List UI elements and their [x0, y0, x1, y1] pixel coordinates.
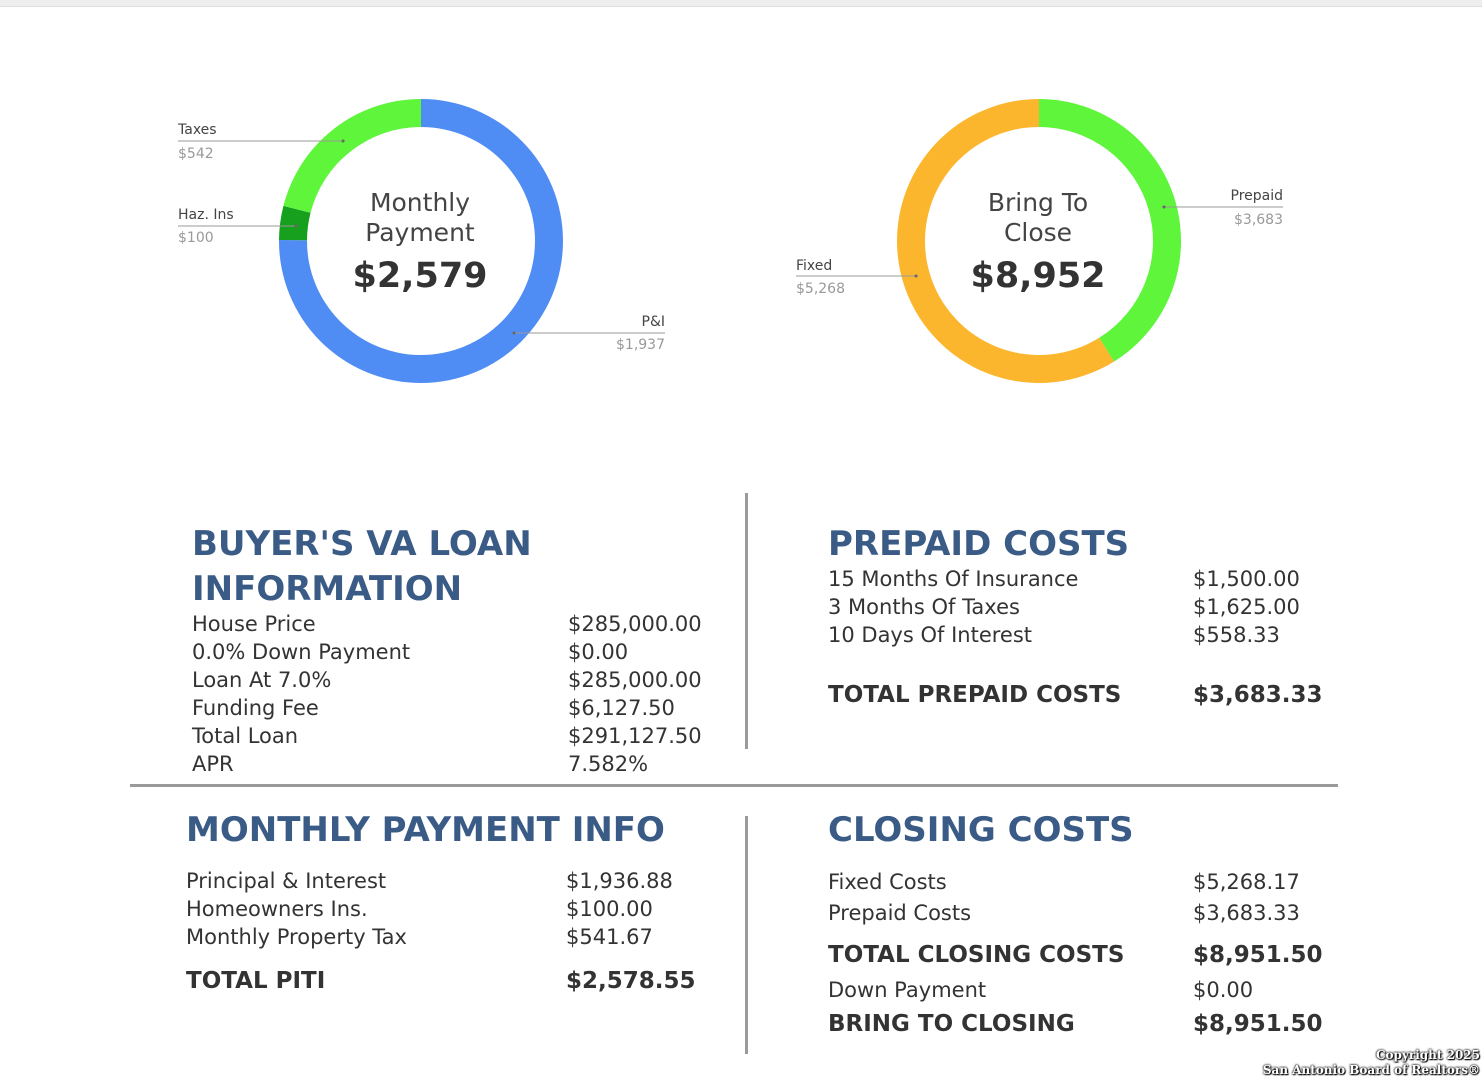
leader-dot-pi: [512, 331, 516, 335]
closing-prepaid-label: Prepaid Costs: [828, 901, 972, 925]
slice-value-prepaid: $3,683: [1234, 212, 1283, 228]
donut-title-line2: Close: [1004, 218, 1072, 247]
prepaid-row-label: 3 Months Of Taxes: [828, 595, 1020, 619]
piti-total-label: TOTAL PITI: [186, 968, 326, 994]
copyright-line2: San Antonio Board of Realtors®: [1262, 1063, 1480, 1077]
payment-row-label: Principal & Interest: [186, 869, 387, 893]
prepaid-row-value: $1,625.00: [1193, 595, 1300, 619]
loan-row-label: APR: [192, 752, 234, 776]
loan-row-label: Loan At 7.0%: [192, 668, 332, 692]
payment-row-value: $1,936.88: [566, 869, 673, 893]
closing-fixed-label: Fixed Costs: [828, 870, 947, 894]
bring-to-close-donut: Bring To Close $8,952 Prepaid $3,683 Fix…: [796, 99, 1284, 384]
closing-down-value: $0.00: [1193, 978, 1254, 1002]
closing-total-label: TOTAL CLOSING COSTS: [828, 942, 1125, 968]
slice-value-taxes: $542: [178, 146, 214, 162]
monthly-payment-title: MONTHLY PAYMENT INFO: [186, 810, 665, 850]
prepaid-total-value: $3,683.33: [1193, 682, 1323, 708]
prepaid-row-label: 15 Months Of Insurance: [828, 567, 1079, 591]
leader-dot-fixed: [914, 274, 918, 278]
bring-to-closing-value: $8,951.50: [1193, 1011, 1323, 1037]
loan-row-value: $285,000.00: [568, 612, 702, 636]
copyright-line1: Copyright 2025: [1375, 1048, 1480, 1062]
monthly-payment-donut: Monthly Payment $2,579 Taxes $542 Haz. I…: [177, 99, 665, 383]
piti-total-value: $2,578.55: [566, 968, 696, 994]
payment-row-value: $100.00: [566, 897, 653, 921]
prepaid-costs-title: PREPAID COSTS: [828, 524, 1130, 564]
top-border: [0, 0, 1482, 7]
loan-row-label: House Price: [192, 612, 316, 636]
loan-row-label: Total Loan: [192, 724, 299, 748]
donut-slice-haz-ins: [279, 205, 311, 241]
bring-to-closing-label: BRING TO CLOSING: [828, 1011, 1075, 1037]
prepaid-row-value: $558.33: [1193, 623, 1280, 647]
slice-value-pi: $1,937: [616, 337, 665, 353]
closing-costs-title: CLOSING COSTS: [828, 810, 1134, 850]
slice-label-pi: P&I: [642, 314, 666, 330]
closing-down-label: Down Payment: [828, 978, 987, 1002]
donut-slice-fixed: [896, 99, 1114, 384]
slice-value-fixed: $5,268: [796, 281, 845, 297]
slice-label-haz-ins: Haz. Ins: [178, 207, 234, 223]
leader-dot-prepaid: [1162, 205, 1166, 209]
donut-total: $8,952: [970, 256, 1105, 296]
donut-slice-taxes: [283, 99, 421, 213]
payment-row-value: $541.67: [566, 925, 653, 949]
slice-label-prepaid: Prepaid: [1231, 188, 1284, 204]
slice-label-fixed: Fixed: [796, 258, 832, 274]
donut-charts: Monthly Payment $2,579 Taxes $542 Haz. I…: [177, 99, 1284, 384]
copyright-watermark: Copyright 2025 San Antonio Board of Real…: [1263, 1048, 1480, 1078]
donut-title-line2: Payment: [365, 218, 475, 247]
loan-row-label: 0.0% Down Payment: [192, 640, 411, 664]
closing-total-value: $8,951.50: [1193, 942, 1323, 968]
donut-title-line1: Bring To: [988, 188, 1088, 217]
leader-dot-haz-ins: [294, 224, 298, 228]
donut-slice-prepaid: [1039, 99, 1181, 362]
donut-title-line1: Monthly: [370, 188, 470, 217]
donut-total: $2,579: [352, 256, 487, 296]
slice-value-haz-ins: $100: [178, 230, 214, 246]
payment-row-label: Homeowners Ins.: [186, 897, 368, 921]
prepaid-total-label: TOTAL PREPAID COSTS: [828, 682, 1122, 708]
closing-prepaid-value: $3,683.33: [1193, 901, 1300, 925]
loan-row-value: $291,127.50: [568, 724, 702, 748]
divider-horizontal: [130, 784, 1338, 787]
loan-row-label: Funding Fee: [192, 696, 319, 720]
loan-info-title: BUYER'S VA LOAN INFORMATION: [192, 524, 532, 609]
payment-row-label: Monthly Property Tax: [186, 925, 407, 949]
divider-vertical-top: [745, 493, 748, 749]
prepaid-row-value: $1,500.00: [1193, 567, 1300, 591]
loan-row-value: $285,000.00: [568, 668, 702, 692]
closing-fixed-value: $5,268.17: [1193, 870, 1300, 894]
divider-vertical-bottom: [745, 816, 748, 1054]
slice-label-taxes: Taxes: [177, 122, 217, 138]
loan-row-value: $6,127.50: [568, 696, 675, 720]
loan-row-value: 7.582%: [568, 752, 649, 776]
prepaid-row-label: 10 Days Of Interest: [828, 623, 1033, 647]
loan-row-value: $0.00: [568, 640, 629, 664]
leader-dot-taxes: [341, 139, 345, 143]
